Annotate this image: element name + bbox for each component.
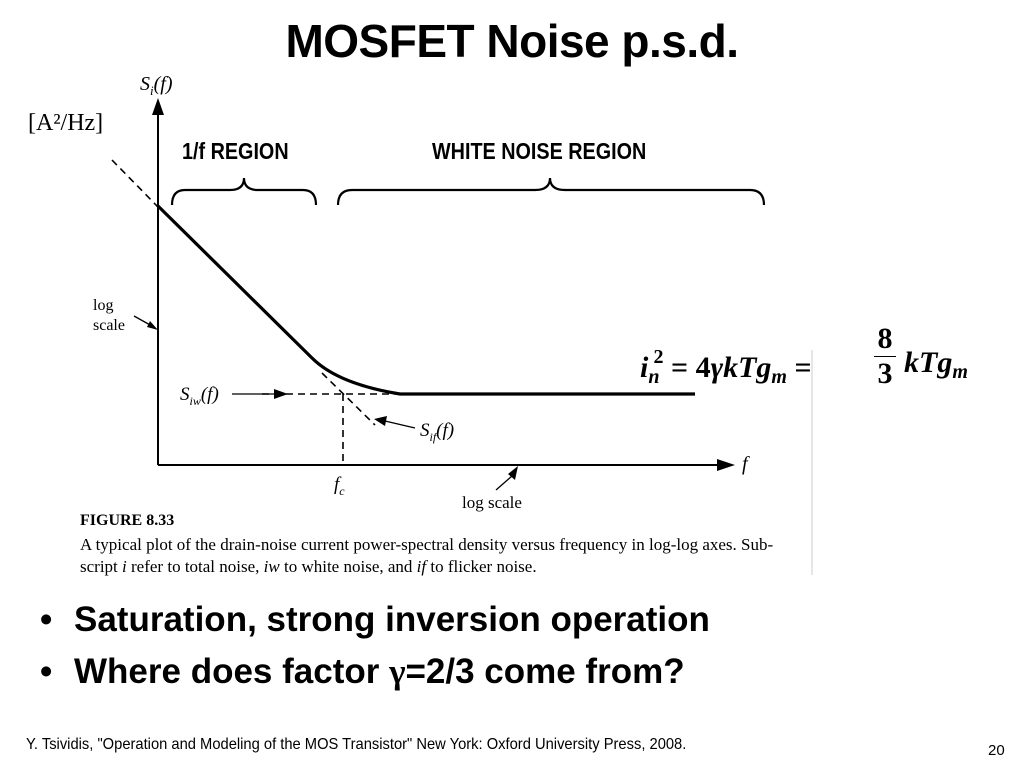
bullet-symbol: • (40, 600, 53, 639)
citation-footer: Y. Tsividis, "Operation and Modeling of … (26, 736, 687, 753)
s-if-label: Sif(f) (420, 420, 454, 444)
y-axis-units: [A²/Hz] (28, 110, 104, 136)
page-number: 20 (988, 742, 1005, 759)
eq-mid: kTg (723, 351, 772, 384)
y-axis-label: Si(f) (140, 73, 173, 98)
slide-title: MOSFET Noise p.s.d. (285, 15, 739, 67)
bullet-text-pre: Where does factor (74, 652, 390, 691)
x-axis-arrow (717, 459, 735, 471)
bullet-gamma: γ (389, 652, 406, 691)
bullet-text-post: =2/3 come from? (405, 652, 685, 691)
flicker-asymptote-lower (321, 372, 376, 426)
caption-line2: script i refer to total noise, iw to whi… (80, 557, 537, 576)
caption-line1: A typical plot of the drain-noise curren… (80, 535, 774, 554)
caption-figure-number: FIGURE 8.33 (80, 512, 175, 529)
bullet-list: • Saturation, strong inversion operation … (40, 600, 710, 704)
eq-fraction: 8 3 (870, 322, 900, 391)
figure-caption: FIGURE 8.33 A typical plot of the drain-… (80, 510, 990, 578)
eq-rhs: kTg (904, 346, 953, 379)
log-scale-y-line2: scale (93, 317, 125, 334)
region-white-label: WHITE NOISE REGION (432, 138, 647, 164)
s-if-pointer-head (374, 416, 387, 426)
bullet-symbol: • (40, 652, 53, 691)
eq-equals-2: = (794, 351, 812, 384)
flicker-asymptote-upper (111, 159, 158, 207)
eq-lhs: in2 (640, 346, 664, 388)
bullet-text: Saturation, strong inversion operation (74, 600, 710, 639)
total-noise-curve (155, 203, 695, 396)
bullet-item: • Saturation, strong inversion operation (40, 600, 710, 652)
log-scale-x-pointer-head (508, 466, 518, 480)
region-1f-label: 1/f REGION (182, 138, 289, 164)
brace-white (336, 177, 766, 206)
eq-mid-sub: m (771, 366, 787, 388)
fc-label: fc (334, 474, 345, 498)
brace-1f (170, 177, 318, 206)
s-iw-label: Siw(f) (180, 384, 219, 408)
eq-frac-den: 3 (877, 357, 893, 390)
log-scale-x-pointer (495, 475, 513, 491)
eq-frac-num: 8 (877, 322, 893, 355)
eq-equals-1: = 4 (670, 351, 711, 384)
bullet-item: • Where does factor γ=2/3 come from? (40, 652, 710, 704)
log-scale-x-label: log scale (462, 493, 522, 512)
eq-gamma: γ (710, 351, 724, 384)
s-iw-pointer-head (274, 389, 288, 399)
log-scale-y-pointer-head (147, 321, 158, 330)
s-if-pointer (384, 420, 416, 429)
eq-rhs-sub: m (952, 361, 968, 383)
log-scale-y-line1: log (93, 297, 113, 314)
x-axis-label: f (742, 453, 750, 475)
y-axis-arrow (152, 98, 164, 115)
